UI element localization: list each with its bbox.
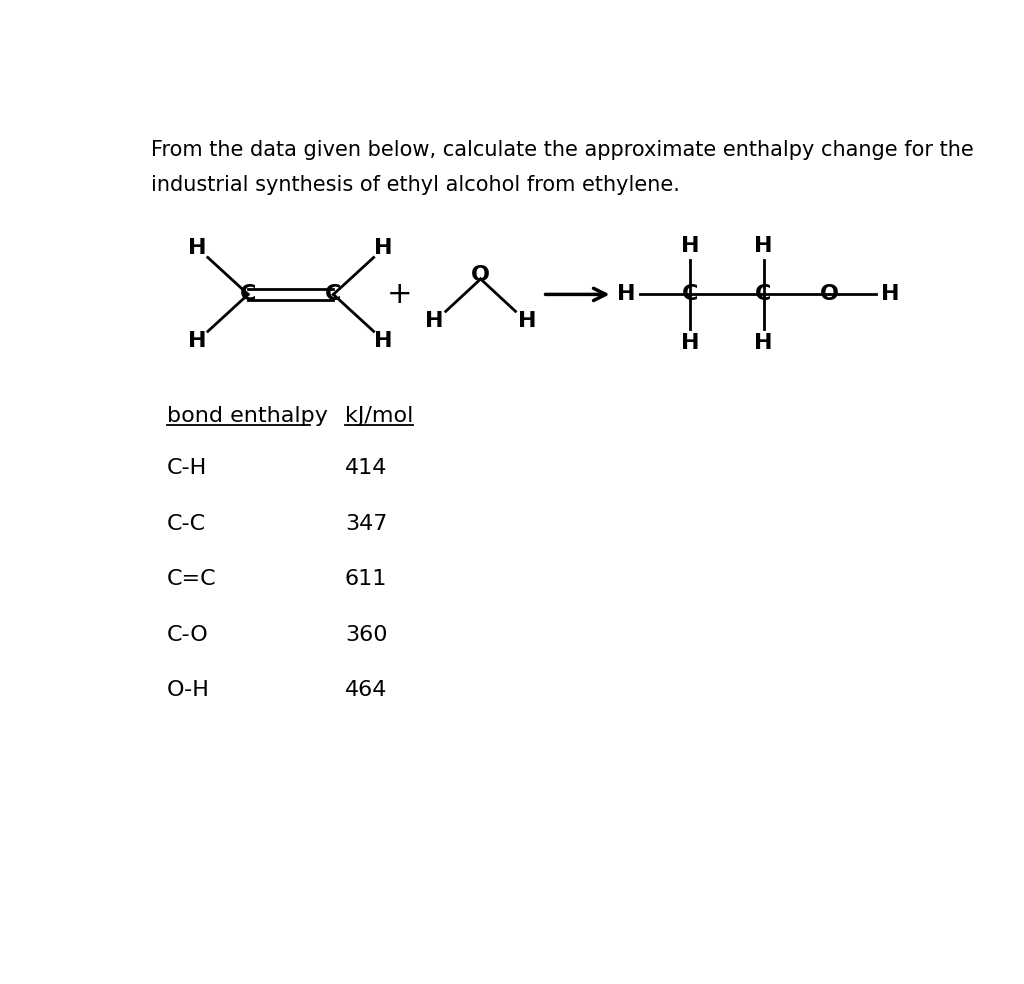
Text: C-O: C-O (167, 625, 209, 645)
Text: H: H (881, 284, 899, 304)
Text: H: H (375, 238, 393, 258)
Text: H: H (518, 311, 537, 332)
Text: H: H (681, 236, 699, 256)
Text: O-H: O-H (167, 680, 210, 701)
Text: C: C (682, 284, 698, 304)
Text: kJ/mol: kJ/mol (345, 406, 414, 426)
Text: C-H: C-H (167, 459, 207, 478)
Text: H: H (617, 284, 636, 304)
Text: 414: 414 (345, 459, 387, 478)
Text: C-C: C-C (167, 514, 206, 534)
Text: C=C: C=C (167, 570, 216, 589)
Text: O: O (820, 284, 839, 304)
Text: industrial synthesis of ethyl alcohol from ethylene.: industrial synthesis of ethyl alcohol fr… (152, 175, 680, 195)
Text: H: H (681, 333, 699, 353)
Text: H: H (425, 311, 443, 332)
Text: 464: 464 (345, 680, 387, 701)
Text: H: H (188, 331, 207, 350)
Text: H: H (755, 236, 773, 256)
Text: O: O (471, 265, 490, 285)
Text: H: H (188, 238, 207, 258)
Text: 360: 360 (345, 625, 387, 645)
Text: bond enthalpy: bond enthalpy (167, 406, 328, 426)
Text: C: C (756, 284, 772, 304)
Text: 347: 347 (345, 514, 387, 534)
Text: C: C (326, 284, 342, 304)
Text: H: H (375, 331, 393, 350)
Text: C: C (240, 284, 256, 304)
Text: 611: 611 (345, 570, 387, 589)
Text: H: H (755, 333, 773, 353)
Text: +: + (386, 279, 412, 309)
Text: From the data given below, calculate the approximate enthalpy change for the: From the data given below, calculate the… (152, 141, 974, 160)
